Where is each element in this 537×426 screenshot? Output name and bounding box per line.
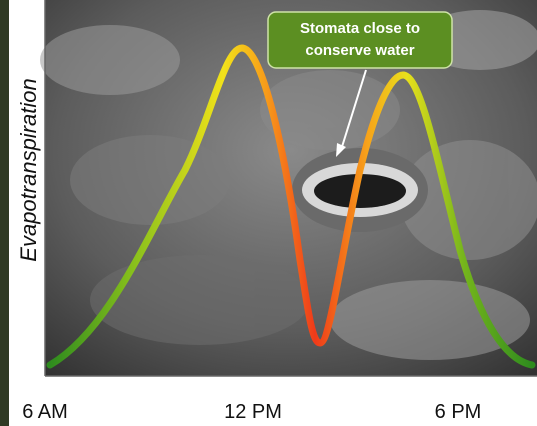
- x-tick-label: 6 PM: [435, 401, 482, 423]
- page: Stomata close to conserve water Evapotra…: [0, 0, 537, 426]
- figure: Stomata close to conserve water Evapotra…: [0, 0, 537, 426]
- side-strip: [0, 0, 9, 426]
- annotation-text: Stomata close to: [300, 20, 420, 37]
- x-tick-label: 6 AM: [22, 401, 68, 423]
- y-axis-label: Evapotranspiration: [16, 78, 41, 261]
- annotation-text: conserve water: [305, 42, 414, 59]
- x-tick-label: 12 PM: [224, 401, 282, 423]
